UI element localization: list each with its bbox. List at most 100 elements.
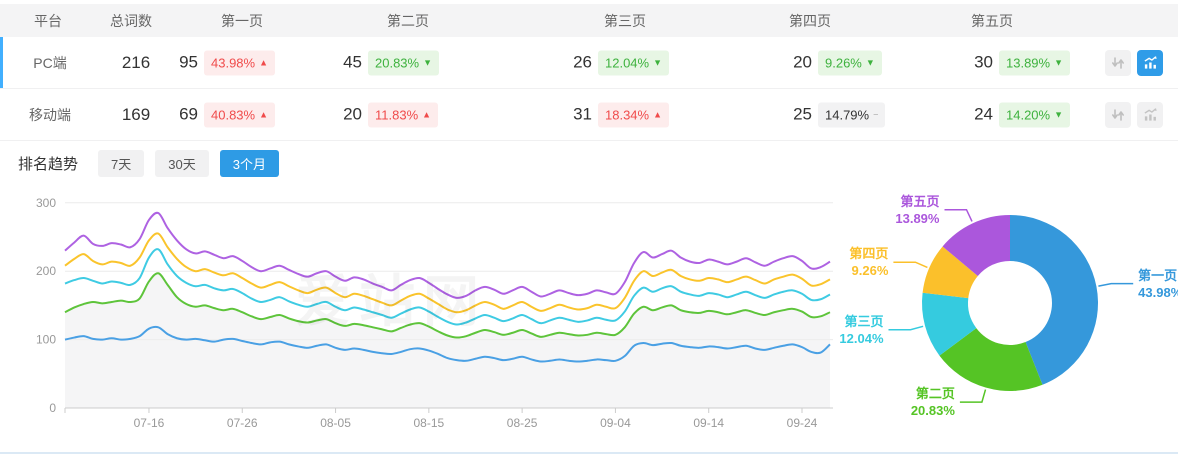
table-row[interactable]: 移动端 169 69 40.83% ▲ 20 11.83% ▲ 31 18.34% ▲ 25 14.79… [0,89,1178,141]
page-cell-5: 24 14.20% ▼ [943,102,1071,127]
donut-label-name: 第二页 [915,386,955,402]
trend-chart-icon [1143,56,1157,69]
page-count: 30 [974,52,993,72]
donut-label-name: 第一页 [1138,267,1178,283]
line-chart-canvas: 07-16 07-26 08-05 08-15 08-25 09-04 09-14 09-24… [36,196,833,430]
donut-label-percent: 9.26% [851,263,889,279]
donut-label-percent: 43.98% [1138,284,1178,300]
change-badge: 11.83% ▲ [368,102,439,127]
change-percent: 13.89% [1006,55,1051,70]
donut-label-name: 第四页 [849,246,889,262]
rank-trend-line-chart: 07-16 07-26 08-05 08-15 08-25 09-04 09-14 09-24… [0,185,845,450]
page-cell-5: 30 13.89% ▼ [943,50,1071,75]
down-arrow-icon: ▼ [423,57,433,67]
platform-name: 移动端 [29,106,71,123]
page-cell-2: 20 11.83% ▲ [312,102,439,127]
svg-text:09-24: 09-24 [787,416,818,430]
svg-text:09-14: 09-14 [693,416,724,430]
svg-text:07-26: 07-26 [227,416,258,430]
col-header-page1: 第一页 [221,12,263,29]
donut-label-第二页: 第二页 20.83% [911,385,955,419]
down-arrow-icon: ▼ [865,57,875,67]
change-percent: 14.79% [825,107,870,122]
total-words-value: 169 [121,104,151,124]
svg-text:100: 100 [36,333,56,347]
change-percent: 40.83% [211,107,256,122]
donut-label-percent: 13.89% [895,210,940,226]
sort-compare-button[interactable] [1105,49,1131,76]
change-badge: 14.79% − [818,102,886,127]
trend-chart-icon [1143,108,1157,121]
table-body: PC端 216 95 43.98% ▲ 45 20.83% ▼ 26 12.04% ▼ 20 9.26%… [0,37,1178,141]
page-cell-3: 31 18.34% ▲ [542,102,670,127]
trend-chart-button[interactable] [1137,101,1163,128]
trend-line-第一页 [64,325,831,363]
trend-chart-button[interactable] [1137,49,1163,76]
donut-label-第五页: 第五页 13.89% [895,193,939,227]
total-words-value: 216 [121,52,151,72]
col-header-page5: 第五页 [971,12,1013,29]
change-badge: 18.34% ▲ [598,102,670,127]
down-arrow-icon: ▼ [1054,57,1064,67]
change-percent: 20.83% [375,55,420,70]
trend-line-第四页 [64,232,831,314]
donut-chart-canvas [888,208,1134,403]
donut-slice-第一页[interactable] [1010,215,1099,385]
donut-slice-第四页[interactable] [922,246,978,299]
table-header: 平台 总词数 第一页 第二页 第三页 第四页 第五页 [0,4,1178,37]
svg-text:0: 0 [49,401,56,415]
down-arrow-icon: ▼ [653,57,663,67]
change-percent: 12.04% [605,55,650,70]
change-percent: 43.98% [211,55,256,70]
page-count: 20 [793,52,812,72]
donut-label-第四页: 第四页 9.26% [849,245,888,279]
svg-text:08-05: 08-05 [320,416,351,430]
donut-label-name: 第三页 [844,313,884,329]
donut-label-percent: 12.04% [839,330,884,346]
platform-name: PC端 [33,54,67,71]
flat-arrow-icon: − [873,109,879,119]
trend-line-第五页 [64,211,831,299]
change-badge: 20.83% ▼ [368,50,440,75]
col-header-total-words: 总词数 [110,12,152,29]
up-arrow-icon: ▲ [653,109,663,119]
page-cell-4: 20 9.26% ▼ [762,50,882,75]
tab-3-months[interactable]: 3个月 [219,149,279,177]
row-actions [1105,101,1163,128]
page-count: 31 [573,104,592,124]
trend-line-第二页 [64,272,831,339]
sort-arrows-icon [1112,108,1124,121]
donut-label-percent: 20.83% [910,403,955,419]
svg-text:08-15: 08-15 [413,416,444,430]
page-cell-2: 45 20.83% ▼ [312,50,440,75]
donut-slice-第二页[interactable] [939,328,1043,392]
up-arrow-icon: ▲ [259,57,269,67]
svg-text:300: 300 [36,196,56,210]
donut-slice-第五页[interactable] [942,215,1010,277]
up-arrow-icon: ▲ [259,109,269,119]
change-badge: 13.89% ▼ [999,50,1071,75]
trend-section-title: 排名趋势 [18,155,79,173]
page-count: 25 [793,104,812,124]
change-badge: 12.04% ▼ [598,50,670,75]
page-count: 69 [179,104,198,124]
tab-7-days[interactable]: 7天 [98,149,145,177]
change-badge: 14.20% ▼ [999,102,1071,127]
change-badge: 40.83% ▲ [204,102,276,127]
change-badge: 9.26% ▼ [818,50,882,75]
trend-line-第三页 [64,248,831,326]
page-cell-4: 25 14.79% − [762,102,886,127]
page-count: 26 [573,52,592,72]
tab-30-days[interactable]: 30天 [155,149,209,177]
donut-slice-第三页[interactable] [921,292,977,356]
svg-text:08-25: 08-25 [507,416,538,430]
page-count: 20 [343,104,362,124]
change-percent: 9.26% [825,55,862,70]
table-row[interactable]: PC端 216 95 43.98% ▲ 45 20.83% ▼ 26 12.04% ▼ 20 9.26%… [0,37,1178,89]
col-header-platform: 平台 [34,12,62,29]
change-percent: 18.34% [605,107,650,122]
change-percent: 14.20% [1006,107,1051,122]
sort-compare-button[interactable] [1105,101,1131,128]
col-header-page4: 第四页 [789,12,831,29]
trend-toolbar: 排名趋势 7天 30天 3个月 [0,141,1178,185]
